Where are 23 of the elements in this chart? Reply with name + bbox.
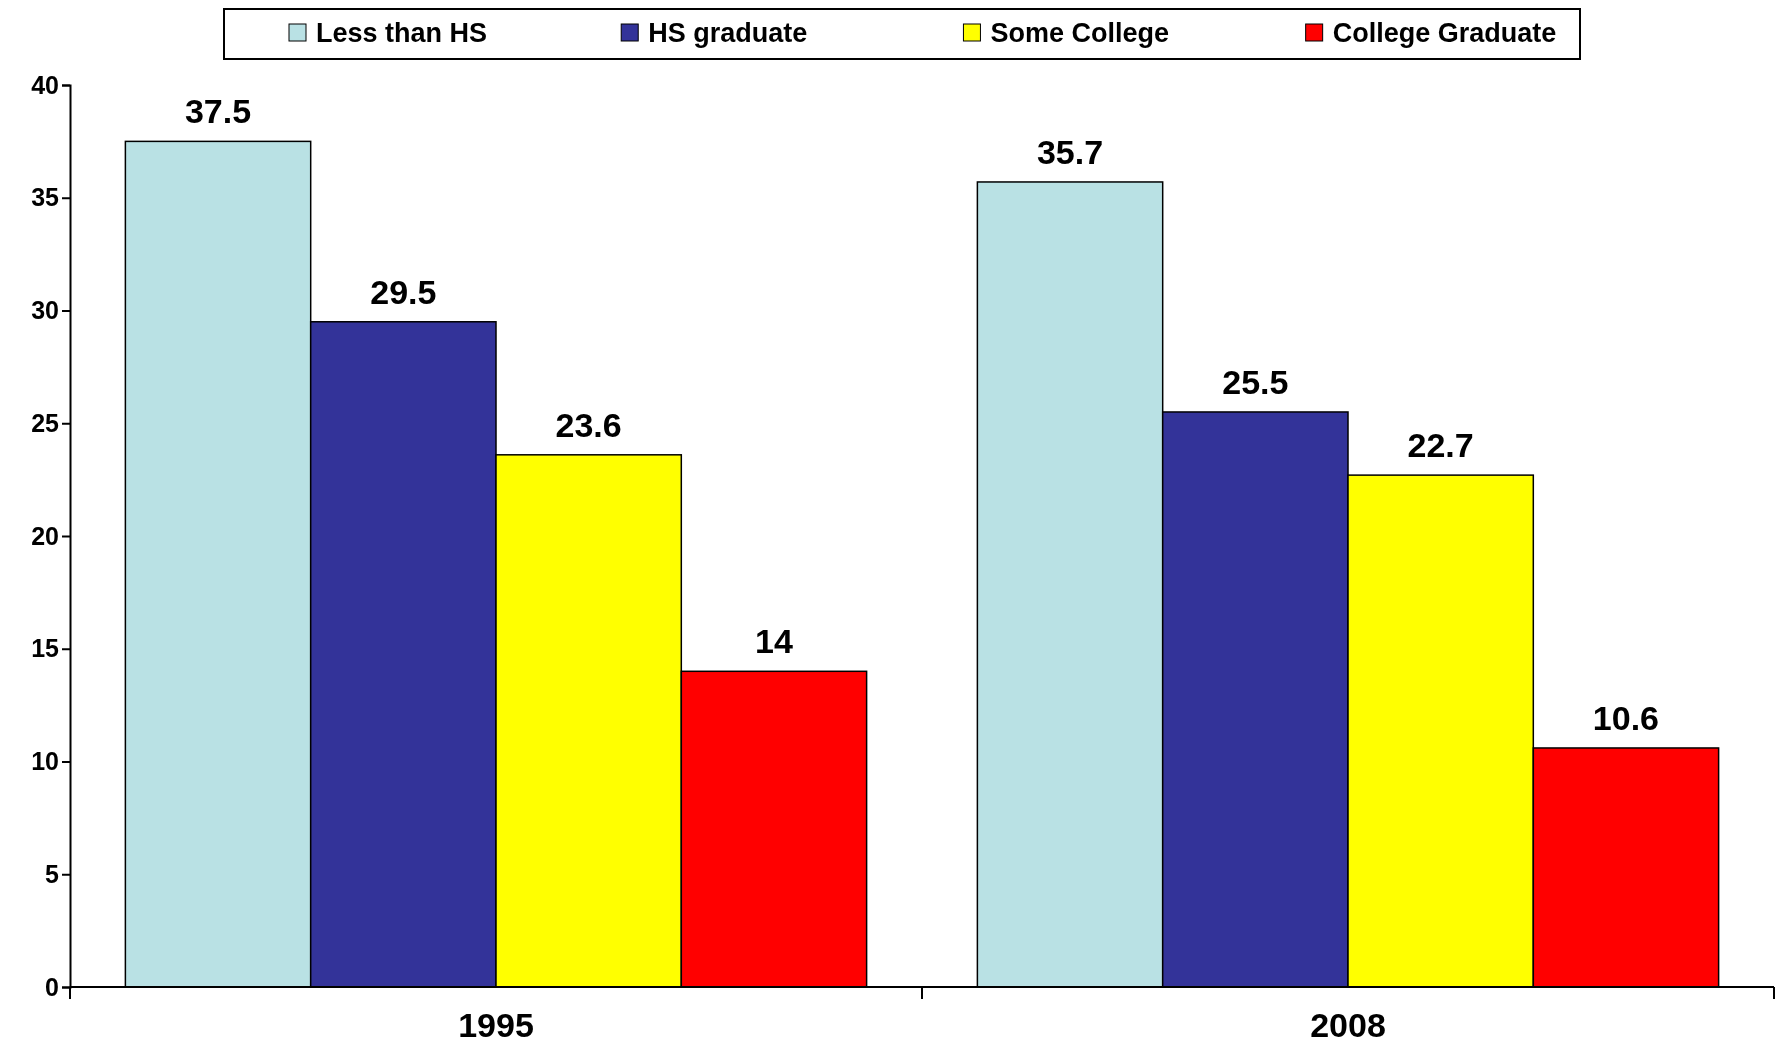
legend-label: Less than HS [316,18,488,48]
data-label: 25.5 [1222,362,1289,401]
x-tick-label: 1995 [458,1006,534,1044]
legend-label: HS graduate [648,18,808,48]
y-tick-label: 35 [31,183,60,212]
data-label: 35.7 [1036,132,1104,171]
x-tick-label: 2008 [1310,1006,1386,1044]
data-label: 23.6 [555,405,622,444]
y-tick-label: 20 [31,521,59,550]
y-tick-label: 5 [45,859,60,888]
y-tick-label: 15 [31,634,60,663]
legend-label: Some College [990,18,1169,48]
data-label: 37.5 [184,92,252,131]
data-label: 29.5 [370,272,437,311]
y-tick-label: 25 [31,408,60,437]
y-tick-label: 30 [31,296,59,324]
y-tick-label: 10 [31,747,59,775]
data-label: 22.7 [1407,426,1474,465]
data-label: 14 [755,622,793,661]
data-label: 10.6 [1592,698,1660,737]
y-tick-label: 40 [31,70,59,99]
legend-label: College Graduate [1332,18,1557,48]
y-tick-label: 0 [45,972,59,1001]
